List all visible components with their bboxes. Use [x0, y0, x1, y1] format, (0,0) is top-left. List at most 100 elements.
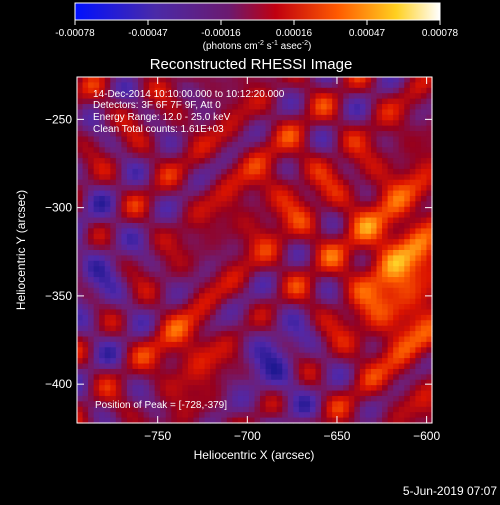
- heatmap-cell: [132, 158, 139, 165]
- heatmap-cell: [304, 77, 311, 84]
- heatmap-cell: [376, 120, 383, 127]
- heatmap-cell: [138, 304, 145, 311]
- heatmap-cell: [160, 98, 167, 105]
- heatmap-cell: [376, 320, 383, 327]
- heatmap-cell: [365, 195, 372, 202]
- heatmap-cell: [315, 239, 322, 246]
- heatmap-cell: [415, 152, 422, 159]
- heatmap-cell: [426, 374, 433, 381]
- heatmap-cell: [138, 158, 145, 165]
- heatmap-cell: [276, 98, 283, 105]
- heatmap-cell: [77, 282, 84, 289]
- heatmap-cell: [248, 212, 256, 219]
- heatmap-cell: [171, 179, 178, 186]
- heatmap-cell: [370, 168, 378, 175]
- heatmap-cell: [215, 395, 222, 402]
- heatmap-cell: [187, 293, 195, 300]
- heatmap-cell: [287, 87, 294, 94]
- heatmap-cell: [409, 114, 416, 121]
- heatmap-cell: [126, 336, 134, 343]
- heatmap-cell: [121, 195, 128, 202]
- heatmap-cell: [232, 244, 239, 251]
- heatmap-cell: [110, 293, 117, 300]
- heatmap-cell: [304, 331, 311, 338]
- heatmap-cell: [149, 293, 156, 300]
- heatmap-cell: [393, 136, 400, 143]
- heatmap-cell: [221, 277, 228, 284]
- heatmap-cell: [132, 217, 139, 224]
- heatmap-cell: [348, 250, 355, 257]
- heatmap-cell: [215, 190, 222, 197]
- heatmap-cell: [149, 390, 156, 397]
- heatmap-cell: [271, 309, 278, 316]
- heatmap-cell: [404, 109, 411, 116]
- heatmap-cell: [376, 77, 383, 84]
- heatmap-cell: [332, 212, 339, 219]
- heatmap-cell: [104, 363, 111, 370]
- heatmap-cell: [221, 341, 228, 348]
- heatmap-cell: [221, 104, 228, 111]
- heatmap-cell: [171, 125, 178, 132]
- heatmap-cell: [293, 255, 300, 262]
- heatmap-cell: [182, 358, 189, 365]
- heatmap-cell: [204, 195, 211, 202]
- heatmap-cell: [376, 109, 383, 116]
- heatmap-cell: [149, 401, 156, 408]
- heatmap-cell: [332, 206, 339, 213]
- heatmap-cell: [99, 277, 106, 284]
- heatmap-cell: [321, 341, 328, 348]
- heatmap-cell: [204, 185, 211, 192]
- heatmap-cell: [287, 347, 294, 354]
- heatmap-cell: [171, 141, 178, 148]
- heatmap-cell: [365, 98, 372, 105]
- heatmap-cell: [104, 390, 111, 397]
- heatmap-cell: [332, 250, 339, 257]
- heatmap-cell: [420, 277, 428, 284]
- heatmap-cell: [232, 87, 239, 94]
- heatmap-cell: [304, 87, 311, 94]
- heatmap-cell: [193, 379, 200, 386]
- heatmap-cell: [337, 109, 344, 116]
- heatmap-cell: [282, 287, 289, 294]
- heatmap-cell: [121, 125, 128, 132]
- heatmap-cell: [248, 260, 256, 267]
- heatmap-cell: [326, 141, 333, 148]
- heatmap-cell: [237, 277, 245, 284]
- heatmap-cell: [138, 341, 145, 348]
- heatmap-cell: [110, 412, 117, 419]
- heatmap-cell: [121, 347, 128, 354]
- heatmap-cell: [143, 304, 150, 311]
- heatmap-cell: [337, 347, 344, 354]
- heatmap-cell: [199, 385, 206, 392]
- heatmap-cell: [126, 206, 134, 213]
- heatmap-cell: [326, 93, 333, 100]
- heatmap-cell: [304, 239, 311, 246]
- heatmap-cell: [132, 131, 139, 138]
- heatmap-cell: [88, 222, 95, 229]
- heatmap-cell: [337, 82, 344, 89]
- heatmap-cell: [348, 222, 355, 229]
- heatmap-cell: [143, 185, 150, 192]
- heatmap-cell: [293, 304, 300, 311]
- heatmap-cell: [138, 163, 145, 170]
- heatmap-cell: [276, 87, 283, 94]
- heatmap-cell: [265, 325, 272, 332]
- heatmap-cell: [88, 368, 95, 375]
- heatmap-cell: [187, 244, 195, 251]
- heatmap-cell: [237, 287, 245, 294]
- heatmap-cell: [293, 390, 300, 397]
- heatmap-cell: [243, 412, 250, 419]
- heatmap-cell: [254, 260, 261, 267]
- heatmap-cell: [143, 417, 150, 424]
- heatmap-cell: [215, 233, 222, 240]
- heatmap-cell: [104, 352, 111, 359]
- heatmap-cell: [326, 228, 333, 235]
- heatmap-cell: [149, 125, 156, 132]
- heatmap-cell: [337, 277, 344, 284]
- heatmap-cell: [254, 77, 261, 84]
- heatmap-cell: [199, 217, 206, 224]
- heatmap-cell: [426, 341, 433, 348]
- heatmap-cell: [359, 260, 367, 267]
- heatmap-cell: [309, 152, 317, 159]
- heatmap-cell: [176, 163, 183, 170]
